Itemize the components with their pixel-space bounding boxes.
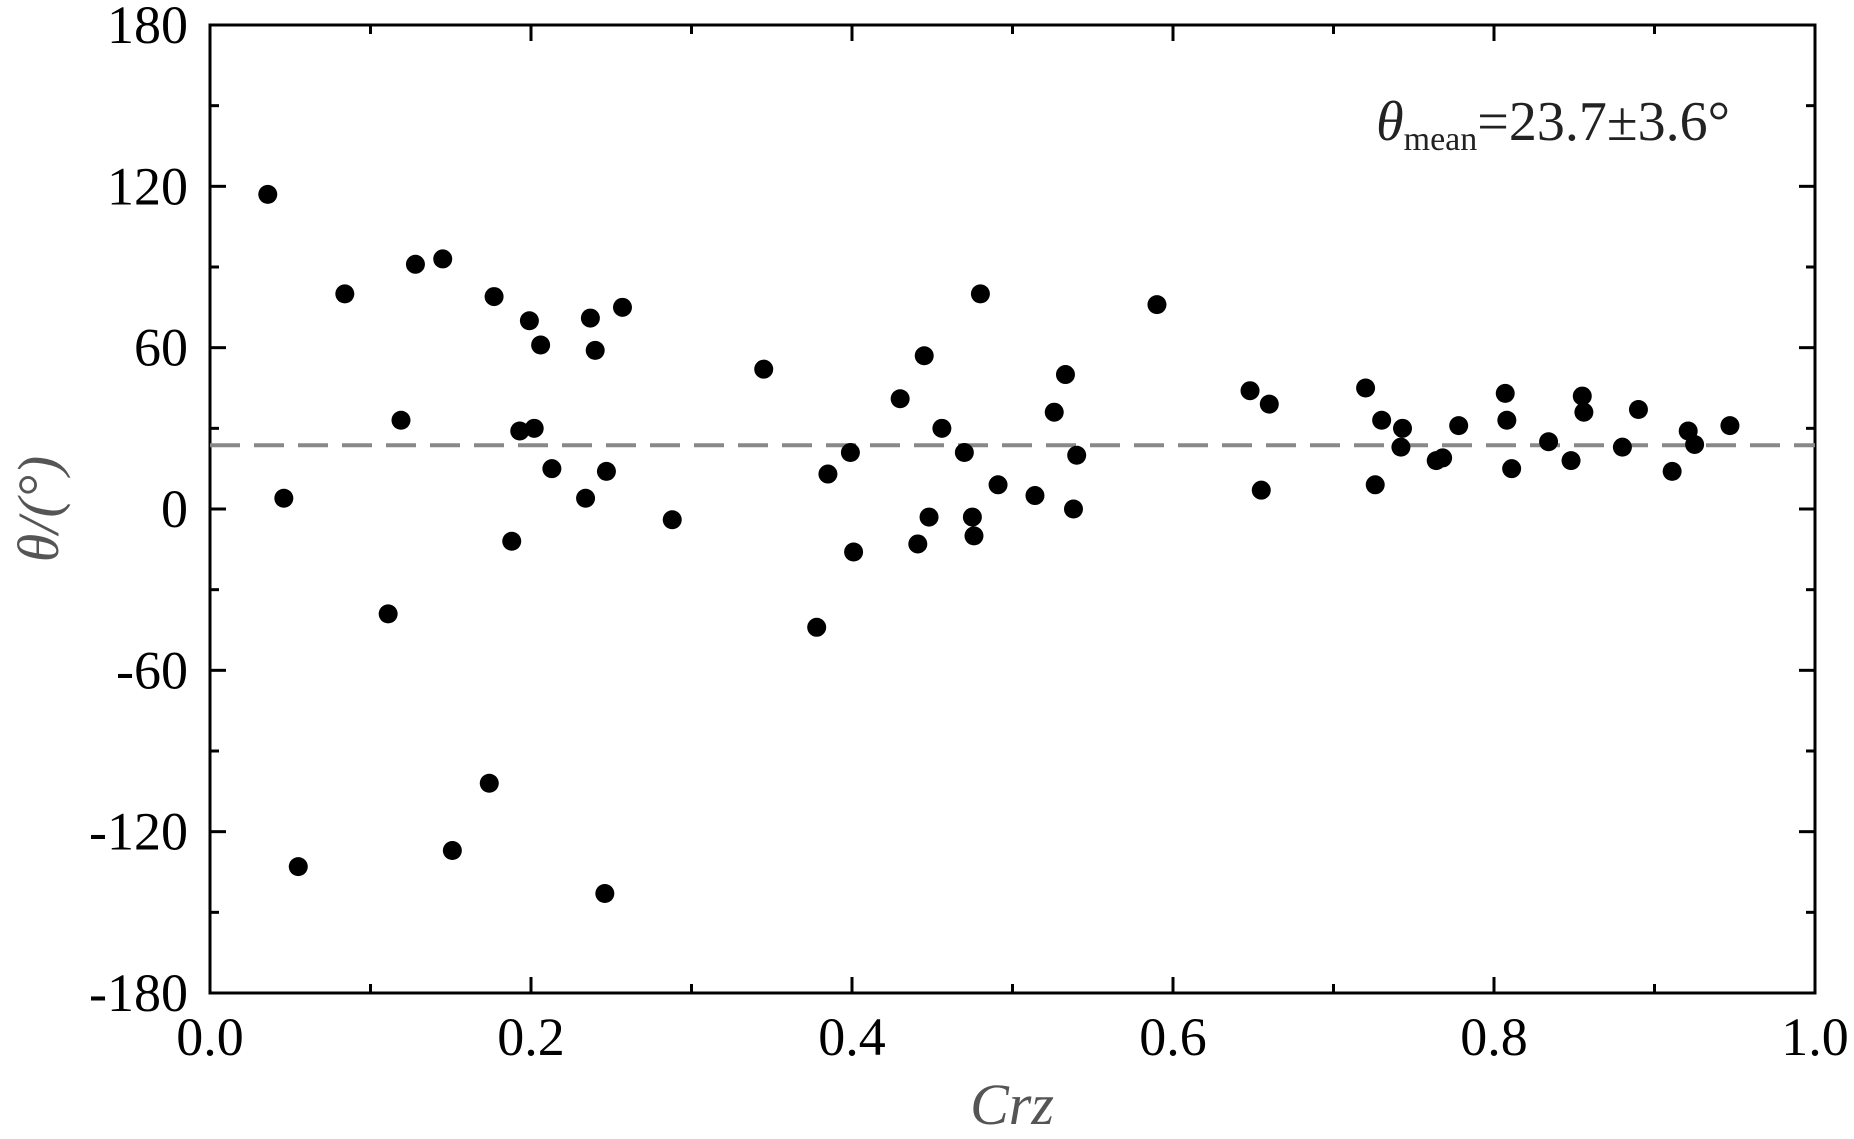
data-point: [595, 884, 615, 904]
data-point: [433, 249, 453, 269]
data-point: [1044, 402, 1064, 422]
axis-ticks: [208, 23, 1817, 995]
data-point: [754, 359, 774, 379]
data-point: [1240, 381, 1260, 401]
data-point: [442, 840, 462, 860]
x-tick-label: 1.0: [1781, 1007, 1849, 1067]
axis-tick-labels: 0.0 0.2 0.4 0.6 0.8 1.0 -180 -120 -60 0 60 120 180: [89, 0, 1849, 1067]
x-tick-label: 0.2: [497, 1007, 565, 1067]
data-point: [1628, 400, 1648, 420]
data-point: [1502, 459, 1522, 479]
data-point: [1372, 410, 1392, 430]
data-point: [274, 488, 294, 508]
data-point: [964, 526, 984, 546]
x-tick-label: 0.6: [1139, 1007, 1207, 1067]
data-point: [1063, 499, 1083, 519]
mean-annotation: θmean=23.7±3.6°: [1376, 91, 1730, 158]
data-point: [391, 410, 411, 430]
data-point: [1067, 445, 1087, 465]
y-axis-title: θ/(°): [6, 456, 71, 562]
data-point: [1356, 378, 1376, 398]
data-point: [1259, 394, 1279, 414]
data-point: [1251, 480, 1271, 500]
data-point: [1391, 437, 1411, 457]
data-point: [1720, 416, 1740, 436]
y-tick-label: -120: [89, 802, 188, 862]
y-tick-label: -180: [89, 963, 188, 1023]
data-point: [1561, 451, 1581, 471]
data-point: [1393, 418, 1413, 438]
data-point: [1685, 434, 1705, 454]
data-point: [1495, 383, 1515, 403]
data-point: [1055, 365, 1075, 385]
data-point: [914, 346, 934, 366]
data-point: [970, 284, 990, 304]
data-point: [908, 534, 928, 554]
data-point: [484, 287, 504, 307]
mean-annotation-symbol: θ: [1376, 91, 1404, 153]
data-point: [542, 459, 562, 479]
data-point: [524, 418, 544, 438]
data-point: [1497, 410, 1517, 430]
data-point: [510, 421, 530, 441]
data-point: [405, 254, 425, 274]
data-point: [585, 340, 605, 360]
data-point: [1612, 437, 1632, 457]
x-tick-label: 0.0: [176, 1007, 244, 1067]
data-point: [1365, 475, 1385, 495]
y-tick-label: 60: [134, 318, 188, 378]
data-point: [962, 507, 982, 527]
data-point: [612, 297, 632, 317]
data-point: [596, 461, 616, 481]
data-point: [502, 531, 522, 551]
data-point: [919, 507, 939, 527]
data-point: [840, 443, 860, 463]
data-point: [288, 857, 308, 877]
x-tick-label: 0.8: [1460, 1007, 1528, 1067]
y-tick-label: -60: [116, 640, 188, 700]
x-tick-label: 0.4: [818, 1007, 886, 1067]
data-point: [1574, 402, 1594, 422]
y-tick-label: 180: [107, 0, 188, 55]
data-point: [890, 389, 910, 409]
data-point: [1147, 295, 1167, 315]
data-point: [576, 488, 596, 508]
data-point: [1025, 486, 1045, 506]
data-point: [844, 542, 864, 562]
data-point: [378, 604, 398, 624]
data-point: [531, 335, 551, 355]
y-tick-label: 120: [107, 156, 188, 216]
data-point: [335, 284, 355, 304]
data-point: [988, 475, 1008, 495]
mean-annotation-value: =23.7±3.6°: [1477, 91, 1730, 153]
data-point: [932, 418, 952, 438]
mean-annotation-subscript: mean: [1404, 121, 1478, 158]
data-point: [1662, 461, 1682, 481]
data-point: [519, 311, 539, 331]
data-point: [258, 184, 278, 204]
data-point: [1539, 432, 1559, 452]
data-point: [1572, 386, 1592, 406]
data-point: [580, 308, 600, 328]
data-point: [1433, 448, 1453, 468]
x-axis-title: Crz: [970, 1072, 1054, 1137]
data-point: [662, 510, 682, 530]
data-points: [258, 184, 1740, 904]
data-point: [1449, 416, 1469, 436]
data-point: [818, 464, 838, 484]
data-point: [954, 443, 974, 463]
data-point: [479, 773, 499, 793]
data-point: [807, 617, 827, 637]
y-tick-label: 0: [161, 479, 188, 539]
